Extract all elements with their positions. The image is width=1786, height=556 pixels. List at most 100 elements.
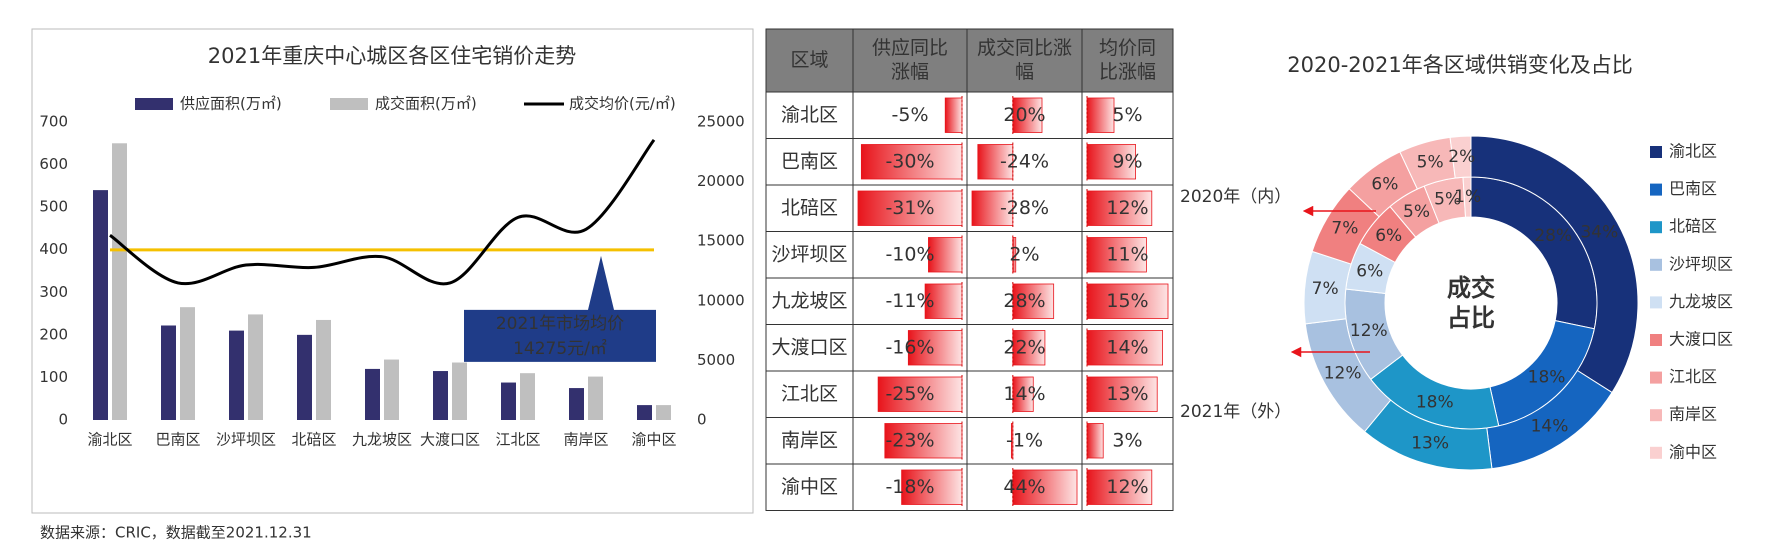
y-tick-label: 0 xyxy=(58,411,68,429)
data-label: 28% xyxy=(1534,226,1572,246)
center-label: 成交 xyxy=(1447,274,1495,302)
data-bar xyxy=(1086,376,1158,412)
legend-label: 南岸区 xyxy=(1669,405,1717,424)
cell-value: 14% xyxy=(1106,336,1148,358)
x-tick-label: 渝中区 xyxy=(631,431,676,449)
x-tick-label: 沙坪坝区 xyxy=(216,431,276,449)
bar xyxy=(297,334,312,420)
data-bar xyxy=(944,97,963,133)
y2-tick-label: 5000 xyxy=(697,351,735,369)
data-bar xyxy=(1086,97,1115,133)
legend-swatch xyxy=(1650,221,1662,234)
cell-value: -16% xyxy=(885,336,934,358)
data-label: 14% xyxy=(1531,417,1569,437)
cell-value: -24% xyxy=(1000,150,1049,172)
legend-swatch xyxy=(1650,371,1662,384)
cell-value: 15% xyxy=(1106,290,1148,312)
data-bar xyxy=(1086,190,1153,226)
data-bar xyxy=(1010,423,1014,459)
y-tick-label: 200 xyxy=(39,325,68,343)
data-bar xyxy=(1012,97,1043,133)
y-tick-label: 100 xyxy=(39,368,68,386)
data-label: 6% xyxy=(1375,226,1402,246)
header-cell xyxy=(765,28,854,93)
data-label: 18% xyxy=(1416,393,1454,413)
bar xyxy=(452,362,467,420)
cell-value: 11% xyxy=(1106,243,1148,265)
y2-tick-label: 15000 xyxy=(697,232,745,250)
table-cell xyxy=(765,277,854,325)
chart-title: 2021年重庆中心城区各区住宅销价走势 xyxy=(208,44,576,68)
legend-swatch xyxy=(330,98,368,110)
legend-label: 大渡口区 xyxy=(1669,330,1733,349)
donut-segment xyxy=(1449,135,1472,179)
header-text: 供应同比 xyxy=(872,37,948,59)
legend-swatch xyxy=(1650,258,1662,271)
data-bar xyxy=(884,423,963,459)
table-cell xyxy=(765,91,854,139)
region-label: 巴南区 xyxy=(781,150,838,172)
data-label: 2% xyxy=(1448,147,1475,167)
cell-value: 12% xyxy=(1106,197,1148,219)
cell-value: -31% xyxy=(885,197,934,219)
y-tick-label: 600 xyxy=(39,155,68,173)
x-tick-label: 大渡口区 xyxy=(420,431,480,449)
header-text: 成交同比涨 xyxy=(977,37,1072,59)
data-bar xyxy=(928,237,963,273)
cell-value: 9% xyxy=(1112,150,1142,172)
legend-label: 北碚区 xyxy=(1669,217,1717,236)
x-tick-label: 九龙坡区 xyxy=(352,431,412,449)
data-label: 7% xyxy=(1331,218,1358,238)
data-bar xyxy=(901,469,963,505)
y-tick-label: 700 xyxy=(39,113,68,131)
bar xyxy=(569,388,584,420)
series-annotation: 2020年（内） xyxy=(1180,187,1291,207)
bar xyxy=(520,373,535,420)
header-text: 幅 xyxy=(1015,61,1034,83)
data-label: 13% xyxy=(1411,434,1449,454)
cell-value: -18% xyxy=(885,476,934,498)
bar xyxy=(656,405,671,420)
y-tick-label: 400 xyxy=(39,240,68,258)
cell-value: -23% xyxy=(885,429,934,451)
table-cell xyxy=(765,417,854,465)
legend-label: 九龙坡区 xyxy=(1669,292,1733,311)
bar xyxy=(180,307,195,420)
data-label: 5% xyxy=(1417,152,1444,172)
data-label: 6% xyxy=(1356,262,1383,282)
legend-swatch xyxy=(1650,146,1662,158)
y2-tick-label: 20000 xyxy=(697,172,745,190)
data-bar xyxy=(1086,283,1169,319)
data-bar xyxy=(1012,330,1046,366)
legend-label: 沙坪坝区 xyxy=(1669,254,1733,273)
cell-value: 14% xyxy=(1003,383,1045,405)
data-bar xyxy=(1086,469,1153,505)
series-annotation: 2021年（外） xyxy=(1180,402,1291,422)
cell-value: 3% xyxy=(1112,429,1142,451)
data-label: 34% xyxy=(1580,222,1618,242)
line-series xyxy=(109,138,656,286)
bar xyxy=(316,319,331,420)
data-bar xyxy=(857,190,963,226)
x-tick-label: 北碚区 xyxy=(291,431,336,449)
bar xyxy=(161,325,176,420)
legend-label: 渝北区 xyxy=(1669,142,1717,161)
data-bar xyxy=(1086,330,1163,366)
header-cell xyxy=(1081,28,1174,93)
region-label: 渝中区 xyxy=(781,476,838,498)
annotation-text: 14275元/㎡ xyxy=(513,339,607,359)
y2-tick-label: 10000 xyxy=(697,291,745,309)
cell-value: -28% xyxy=(1000,197,1049,219)
region-label: 南岸区 xyxy=(781,429,838,451)
annotation-text: 2021年市场均价 xyxy=(496,314,624,334)
cell-value: 13% xyxy=(1106,383,1148,405)
bar xyxy=(588,376,603,420)
cell-value: 22% xyxy=(1003,336,1045,358)
data-bar xyxy=(977,144,1014,180)
legend-swatch xyxy=(1650,296,1662,309)
legend-swatch xyxy=(1650,183,1662,196)
cell-value: 44% xyxy=(1003,476,1045,498)
data-bar xyxy=(860,144,963,180)
y2-tick-label: 25000 xyxy=(697,113,745,131)
